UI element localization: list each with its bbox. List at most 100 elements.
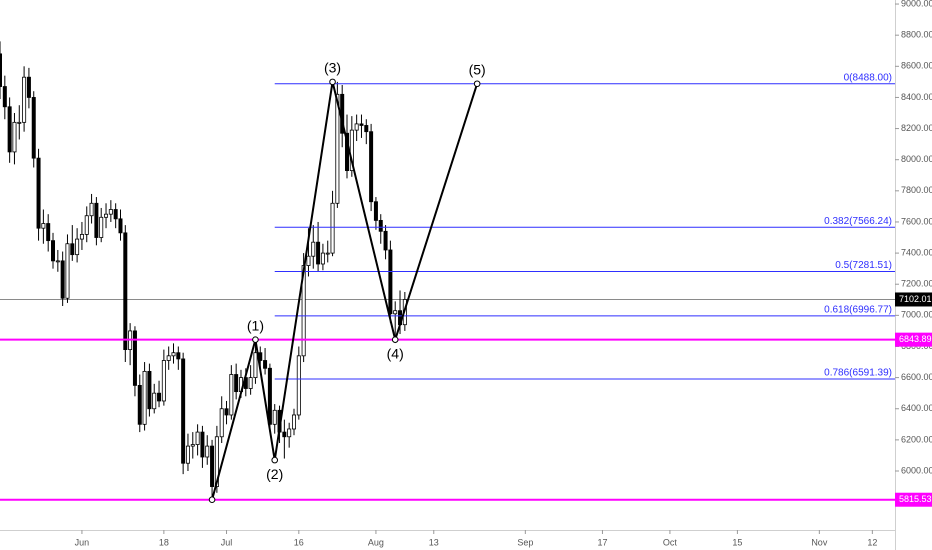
wave-point [329,78,336,86]
candle-body [224,408,229,416]
candle-body [94,202,99,238]
wave-label: (3) [324,60,341,76]
candle-body [205,445,210,458]
y-tick-label: 8000.00 [901,154,932,164]
y-tick-label: 7000.00 [901,310,932,320]
candle-body [330,202,335,254]
wave-label: (5) [469,61,486,77]
candle-body [291,414,296,430]
candle-body [51,240,56,262]
price-label-box [895,332,932,347]
wave-point [252,336,259,343]
candle-body [0,53,3,87]
candle-body [31,97,36,159]
candle-body [393,310,398,315]
y-tick-label: 8800.00 [901,30,932,40]
wave-label: (2) [266,466,283,482]
x-tick-label: 12 [867,537,877,547]
y-tick-label: 6400.00 [901,403,932,413]
wave-point [208,496,216,504]
candle-body [12,121,17,153]
last-price-box [895,292,932,307]
x-tick-label: 18 [159,537,169,547]
candle-body [263,360,268,369]
candle-body [219,408,224,438]
candle-body [229,374,234,416]
candle-body [22,76,27,123]
candle-body [320,252,325,265]
candle-body [369,131,374,203]
x-tick-label: Nov [811,537,828,547]
x-tick-label: Oct [663,537,678,547]
candle-body [79,234,84,240]
candle-body [311,241,316,257]
candle-body [84,215,89,235]
candle-body [282,431,287,438]
candle-body [354,123,359,131]
candle-body [17,121,22,124]
candle-body [157,392,162,402]
x-tick-label: Jun [75,537,90,547]
candle-body [210,445,215,487]
candle-body [123,232,128,350]
candle-body [60,260,65,299]
candle-body [7,106,12,153]
fib-label: 0(8488.00) [844,72,892,83]
candle-body [287,428,292,438]
candle-body [364,125,369,133]
price-label-box [895,492,932,507]
candle-body [137,384,142,425]
candle-body [378,220,383,232]
candle-body [383,230,388,251]
y-tick-label: 7800.00 [901,185,932,195]
y-tick-label: 8400.00 [901,92,932,102]
candle-body [147,370,152,410]
candle-body [55,260,60,263]
y-tick-label: 8200.00 [901,123,932,133]
y-tick-label: 7200.00 [901,279,932,289]
candle-body [70,243,75,256]
candle-body [2,86,7,108]
candle-body [296,355,301,416]
last-price-label: 7102.01 [899,294,932,304]
wave-point [271,456,279,464]
candle-body [161,360,166,402]
candle-body [272,409,277,425]
wave-line [211,81,479,500]
candle-body [142,370,147,425]
candle-body [248,377,253,389]
y-tick-label: 8600.00 [901,61,932,71]
candle-body [335,93,340,204]
y-tick-label: 6600.00 [901,372,932,382]
candle-body [195,431,200,445]
fib-label: 0.5(7281.51) [835,260,892,271]
candle-body [36,157,41,229]
y-tick-label: 7400.00 [901,247,932,257]
candle-body [132,330,137,386]
candle-body [26,76,31,98]
price-label: 5815.53 [899,494,932,504]
y-tick-label: 7600.00 [901,216,932,226]
candle-body [349,129,354,171]
candle-body [200,431,205,458]
candle-body [253,352,258,379]
fib-label: 0.618(6996.77) [824,304,892,315]
x-tick-label: 16 [294,537,304,547]
candle-body [176,352,181,360]
candle-body [166,355,171,361]
candle-body [118,218,123,234]
candle-body [306,255,311,266]
x-tick-label: 17 [597,537,607,547]
wave-label: (4) [387,345,404,361]
candle-body [214,436,219,487]
candle-body [152,392,157,410]
wave-point [473,80,481,88]
x-tick-label: Jul [221,537,233,547]
x-tick-label: 15 [732,537,742,547]
candle-body [359,123,364,126]
candle-body [104,213,109,218]
x-tick-label: Sep [517,537,533,547]
candle-body [108,209,113,215]
